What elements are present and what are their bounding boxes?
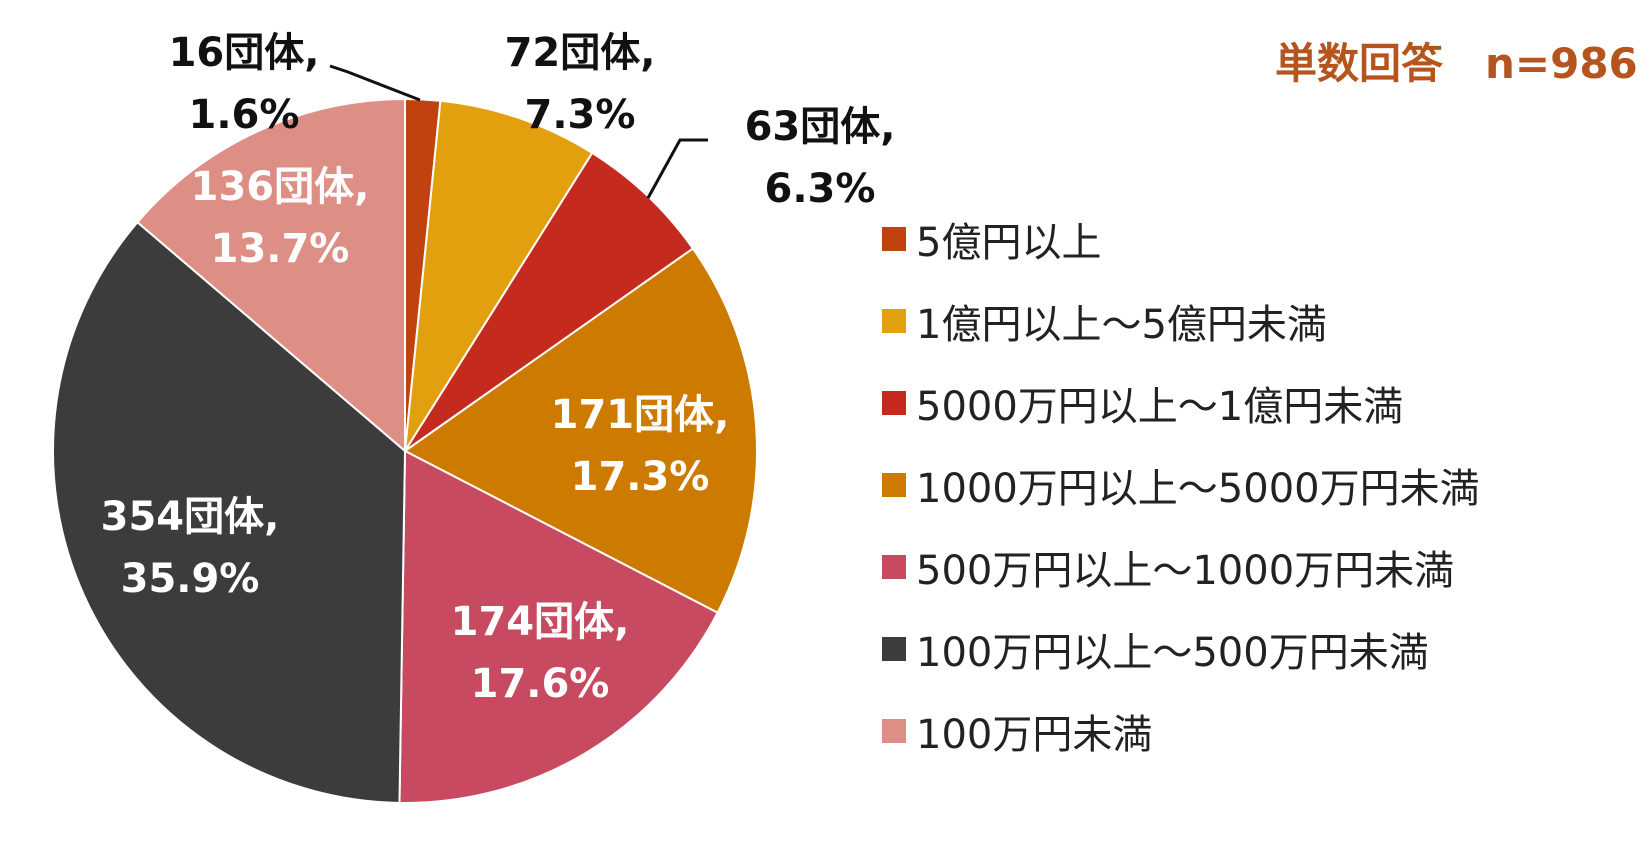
legend-swatch (882, 309, 906, 333)
legend-swatch (882, 227, 906, 251)
slice-label-6: 354団体, 35.9% (101, 494, 280, 602)
slice-label-3: 63団体, 6.3% (745, 104, 896, 212)
pie-slice-4 (403, 247, 758, 615)
pie-slice-3 (404, 151, 695, 452)
legend-item: 1億円以上～5億円未満 (882, 280, 1480, 362)
legend-label: 100万円以上～500万円未満 (916, 630, 1429, 676)
slice-count: 16団体, (169, 30, 320, 76)
legend-item: 100万円以上～500万円未満 (882, 608, 1480, 690)
pie-slice-2 (404, 99, 594, 452)
legend-label: 500万円以上～1000万円未満 (916, 548, 1455, 594)
slice-label-1: 16団体, 1.6% (169, 30, 320, 138)
pie-slice-6 (52, 220, 407, 804)
slice-percent: 13.7% (211, 226, 350, 272)
legend-label: 100万円未満 (916, 712, 1153, 758)
legend-item: 1000万円以上～5000万円未満 (882, 444, 1480, 526)
leader-line-3 (646, 138, 708, 199)
slice-count: 63団体, (745, 104, 896, 150)
legend-swatch (882, 719, 906, 743)
legend-label: 1000万円以上～5000万円未満 (916, 466, 1480, 512)
response-note: 単数回答 n=986 (1275, 39, 1638, 88)
legend-swatch (882, 637, 906, 661)
slice-label-2: 72団体, 7.3% (505, 30, 656, 138)
slice-count: 72団体, (505, 30, 656, 76)
slice-percent: 7.3% (525, 92, 636, 138)
slice-label-5: 174団体, 17.6% (451, 599, 630, 707)
slice-count: 171団体, (551, 392, 730, 438)
slice-count: 354団体, (101, 494, 280, 540)
pie-slice-7 (136, 97, 406, 454)
legend-item: 500万円以上～1000万円未満 (882, 526, 1480, 608)
slice-percent: 6.3% (765, 166, 876, 212)
slice-percent: 1.6% (189, 92, 300, 138)
legend-label: 5000万円以上～1億円未満 (916, 384, 1404, 430)
leader-line-1 (329, 64, 421, 102)
slice-labels: 16団体, 1.6%72団体, 7.3% 63団体, 6.3%171団体, 17.3%17… (101, 30, 896, 707)
pie-slices (52, 97, 758, 804)
slice-label-7: 136団体, 13.7% (191, 164, 370, 272)
slice-count: 174団体, (451, 599, 630, 645)
legend-item: 5億円以上 (882, 198, 1480, 280)
legend-swatch (882, 555, 906, 579)
legend-item: 100万円未満 (882, 690, 1480, 772)
pie-slice-5 (398, 449, 719, 804)
legend-swatch (882, 473, 906, 497)
slice-percent: 17.3% (571, 454, 710, 500)
legend-label: 5億円以上 (916, 220, 1102, 266)
legend: 5億円以上 1億円以上～5億円未満 5000万円以上～1億円未満 1000万円以上～5… (882, 198, 1480, 772)
legend-swatch (882, 391, 906, 415)
slice-label-4: 171団体, 17.3% (551, 392, 730, 500)
slice-percent: 17.6% (471, 661, 610, 707)
legend-item: 5000万円以上～1億円未満 (882, 362, 1480, 444)
slice-count: 136団体, (191, 164, 370, 210)
leader-lines (329, 64, 708, 199)
legend-label: 1億円以上～5億円未満 (916, 302, 1327, 348)
slice-percent: 35.9% (121, 556, 260, 602)
